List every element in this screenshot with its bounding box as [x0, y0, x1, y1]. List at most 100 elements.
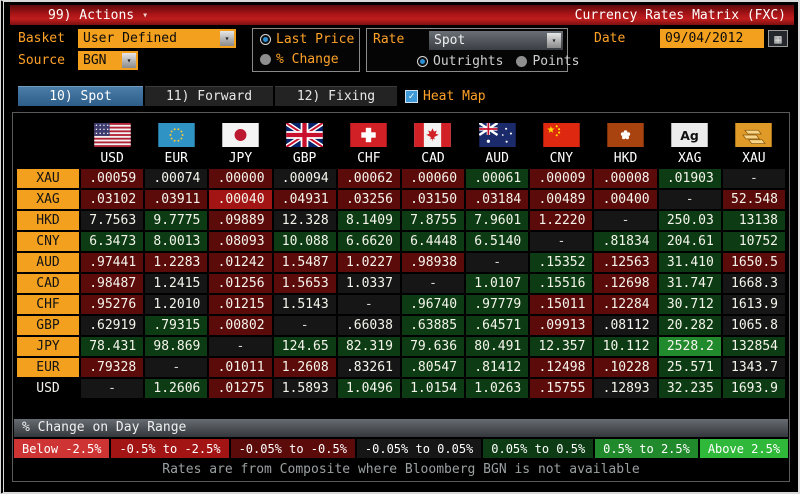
row-label-chf[interactable]: CHF: [17, 295, 79, 314]
rate-cell-gbp-xag[interactable]: 20.282: [658, 316, 721, 335]
rate-cell-xag-chf[interactable]: .03256: [337, 190, 400, 209]
rate-cell-xag-cad[interactable]: .03150: [401, 190, 465, 209]
rate-cell-cny-jpy[interactable]: .08093: [209, 232, 272, 251]
rate-cell-jpy-cny[interactable]: 12.357: [530, 337, 593, 356]
rate-cell-chf-eur[interactable]: 1.2010: [145, 295, 208, 314]
heatmap-toggle[interactable]: ✓ Heat Map: [405, 86, 486, 106]
actions-menu-button[interactable]: 99) Actions ▾: [48, 8, 148, 23]
rate-cell-chf-cad[interactable]: .96740: [401, 295, 465, 314]
rate-cell-aud-chf[interactable]: 1.0227: [337, 253, 400, 272]
rate-cell-usd-gbp[interactable]: 1.5893: [273, 379, 336, 398]
rate-cell-cad-usd[interactable]: .98487: [81, 274, 144, 293]
rate-cell-hkd-hkd[interactable]: -: [594, 211, 657, 230]
rate-cell-xag-cny[interactable]: .00489: [530, 190, 593, 209]
rate-cell-hkd-cad[interactable]: 7.8755: [401, 211, 465, 230]
rate-cell-eur-chf[interactable]: .83261: [337, 358, 400, 377]
rate-cell-gbp-chf[interactable]: .66038: [337, 316, 400, 335]
rate-cell-usd-cad[interactable]: 1.0154: [401, 379, 465, 398]
rate-cell-cny-eur[interactable]: 8.0013: [145, 232, 208, 251]
rate-cell-cad-chf[interactable]: 1.0337: [337, 274, 400, 293]
rate-cell-eur-usd[interactable]: .79328: [81, 358, 144, 377]
rate-cell-cad-cad[interactable]: -: [401, 274, 465, 293]
rate-cell-eur-aud[interactable]: .81412: [466, 358, 529, 377]
rate-cell-chf-chf[interactable]: -: [337, 295, 400, 314]
rate-cell-eur-cny[interactable]: .12498: [530, 358, 593, 377]
rate-cell-usd-chf[interactable]: 1.0496: [337, 379, 400, 398]
rate-cell-xag-hkd[interactable]: .00400: [594, 190, 657, 209]
rate-cell-aud-cad[interactable]: .98938: [401, 253, 465, 272]
rate-cell-xau-xau[interactable]: -: [722, 169, 785, 188]
rate-cell-xau-gbp[interactable]: .00094: [273, 169, 336, 188]
rate-cell-eur-cad[interactable]: .80547: [401, 358, 465, 377]
rate-cell-jpy-xau[interactable]: 132854: [722, 337, 785, 356]
rate-cell-chf-xau[interactable]: 1613.9: [722, 295, 785, 314]
rate-cell-usd-xau[interactable]: 1693.9: [722, 379, 785, 398]
rate-cell-hkd-gbp[interactable]: 12.328: [273, 211, 336, 230]
last-price-option[interactable]: Last Price: [253, 29, 359, 49]
rate-cell-chf-hkd[interactable]: .12284: [594, 295, 657, 314]
rate-cell-aud-gbp[interactable]: 1.5487: [273, 253, 336, 272]
rate-cell-cny-hkd[interactable]: .81834: [594, 232, 657, 251]
rate-cell-cad-gbp[interactable]: 1.5653: [273, 274, 336, 293]
rate-cell-aud-xag[interactable]: 31.410: [658, 253, 721, 272]
rate-cell-xag-xag[interactable]: -: [658, 190, 721, 209]
rate-cell-gbp-cny[interactable]: .09913: [530, 316, 593, 335]
rate-cell-gbp-jpy[interactable]: .00802: [209, 316, 272, 335]
pct-change-option[interactable]: % Change: [253, 49, 359, 69]
rate-cell-usd-jpy[interactable]: .01275: [209, 379, 272, 398]
row-label-hkd[interactable]: HKD: [17, 211, 79, 230]
rate-cell-hkd-xag[interactable]: 250.03: [658, 211, 721, 230]
rate-cell-usd-usd[interactable]: -: [81, 379, 144, 398]
rate-cell-hkd-eur[interactable]: 9.7775: [145, 211, 208, 230]
rate-cell-jpy-usd[interactable]: 78.431: [81, 337, 144, 356]
rate-cell-cny-aud[interactable]: 6.5140: [466, 232, 529, 251]
rate-cell-aud-usd[interactable]: .97441: [81, 253, 144, 272]
rate-cell-usd-eur[interactable]: 1.2606: [145, 379, 208, 398]
row-label-xag[interactable]: XAG: [17, 190, 79, 209]
rate-cell-gbp-cad[interactable]: .63885: [401, 316, 465, 335]
outrights-radio-icon[interactable]: [417, 55, 428, 67]
rate-cell-usd-xag[interactable]: 32.235: [658, 379, 721, 398]
row-label-xau[interactable]: XAU: [17, 169, 79, 188]
rate-cell-hkd-jpy[interactable]: .09889: [209, 211, 272, 230]
rate-cell-usd-cny[interactable]: .15755: [530, 379, 593, 398]
rate-cell-aud-hkd[interactable]: .12563: [594, 253, 657, 272]
rate-select[interactable]: Spot ▾: [429, 31, 563, 50]
rate-cell-cny-gbp[interactable]: 10.088: [273, 232, 336, 251]
rate-cell-cny-usd[interactable]: 6.3473: [81, 232, 144, 251]
tab-10-spot[interactable]: 10) Spot: [18, 86, 143, 106]
rate-cell-eur-xag[interactable]: 25.571: [658, 358, 721, 377]
rate-cell-xau-aud[interactable]: .00061: [466, 169, 529, 188]
rate-cell-gbp-eur[interactable]: .79315: [145, 316, 208, 335]
rate-cell-chf-jpy[interactable]: .01215: [209, 295, 272, 314]
rate-cell-jpy-eur[interactable]: 98.869: [145, 337, 208, 356]
rate-cell-chf-aud[interactable]: .97779: [466, 295, 529, 314]
rate-cell-chf-cny[interactable]: .15011: [530, 295, 593, 314]
rate-cell-gbp-usd[interactable]: .62919: [81, 316, 144, 335]
basket-select[interactable]: User Defined ▾: [78, 29, 236, 48]
row-label-eur[interactable]: EUR: [17, 358, 79, 377]
rate-cell-jpy-cad[interactable]: 79.636: [401, 337, 465, 356]
rate-cell-jpy-aud[interactable]: 80.491: [466, 337, 529, 356]
rate-cell-hkd-usd[interactable]: 7.7563: [81, 211, 144, 230]
row-label-cny[interactable]: CNY: [17, 232, 79, 251]
row-label-gbp[interactable]: GBP: [17, 316, 79, 335]
rate-cell-xag-aud[interactable]: .03184: [466, 190, 529, 209]
rate-cell-cad-hkd[interactable]: .12698: [594, 274, 657, 293]
rate-cell-cny-chf[interactable]: 6.6620: [337, 232, 400, 251]
rate-cell-usd-aud[interactable]: 1.0263: [466, 379, 529, 398]
rate-cell-chf-gbp[interactable]: 1.5143: [273, 295, 336, 314]
rate-cell-jpy-gbp[interactable]: 124.65: [273, 337, 336, 356]
rate-cell-eur-gbp[interactable]: 1.2608: [273, 358, 336, 377]
rate-cell-cad-xag[interactable]: 31.747: [658, 274, 721, 293]
rate-cell-cad-eur[interactable]: 1.2415: [145, 274, 208, 293]
rate-cell-xag-xau[interactable]: 52.548: [722, 190, 785, 209]
rate-cell-jpy-jpy[interactable]: -: [209, 337, 272, 356]
rate-cell-cad-jpy[interactable]: .01256: [209, 274, 272, 293]
rate-cell-xau-usd[interactable]: .00059: [81, 169, 144, 188]
rate-cell-cny-xag[interactable]: 204.61: [658, 232, 721, 251]
rate-cell-xag-gbp[interactable]: .04931: [273, 190, 336, 209]
rate-cell-chf-xag[interactable]: 30.712: [658, 295, 721, 314]
rate-cell-xag-jpy[interactable]: .00040: [209, 190, 272, 209]
rate-cell-cny-cny[interactable]: -: [530, 232, 593, 251]
